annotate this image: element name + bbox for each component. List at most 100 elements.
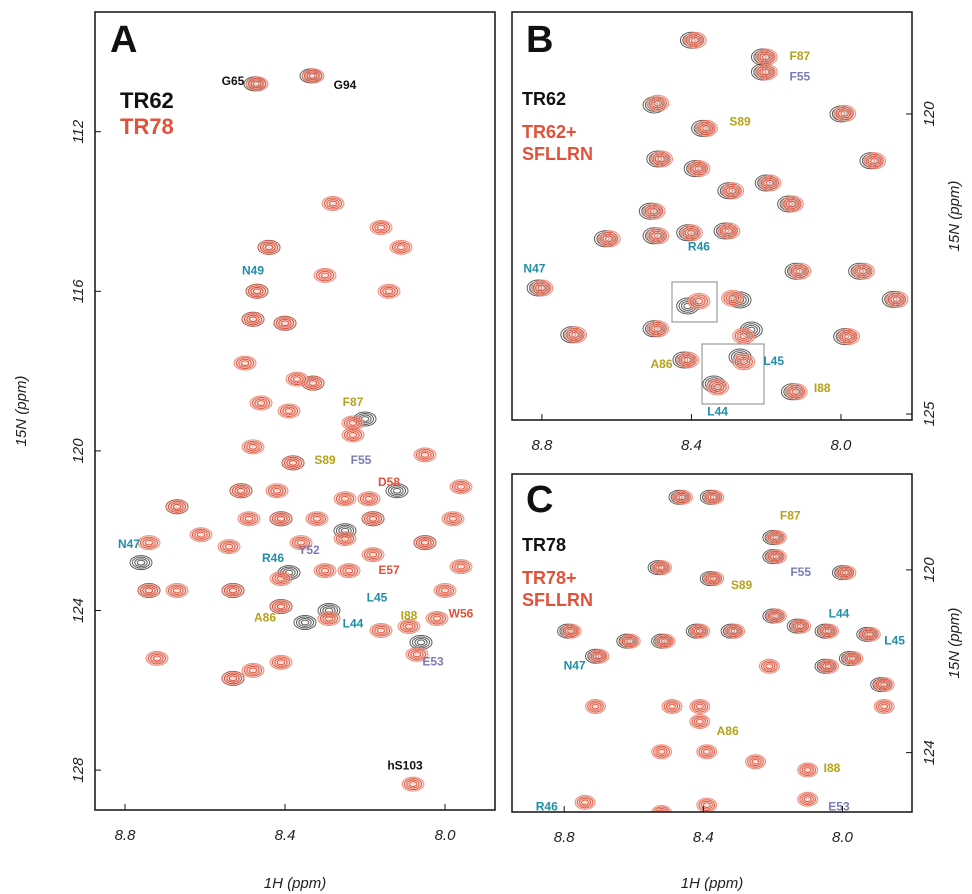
contour: [276, 575, 286, 582]
contour: [791, 388, 801, 396]
contour: [865, 154, 884, 168]
peak-label: F55: [790, 70, 811, 84]
contour: [369, 622, 393, 638]
contour: [243, 664, 263, 677]
peak: [217, 539, 241, 555]
contour: [687, 292, 711, 310]
contour: [702, 748, 711, 755]
contour: [259, 241, 279, 254]
contour: [801, 765, 814, 775]
contour: [420, 539, 430, 546]
contour: [363, 512, 383, 525]
contour: [294, 538, 308, 548]
contour: [248, 667, 258, 674]
contour: [361, 511, 385, 527]
contour: [707, 492, 720, 502]
contour: [274, 657, 288, 667]
peak-label: S89: [314, 453, 336, 467]
peak: [683, 31, 707, 49]
contour: [668, 703, 676, 710]
contour: [758, 174, 782, 192]
peak: [646, 94, 670, 112]
peak: [788, 262, 812, 280]
contour: [793, 266, 807, 277]
contour: [343, 428, 363, 441]
contour: [273, 315, 297, 331]
plot-area: [557, 489, 895, 812]
contour: [648, 322, 667, 336]
panel-label: B: [526, 19, 553, 61]
contour: [312, 515, 322, 522]
peak: [687, 160, 711, 178]
peak: [661, 698, 683, 714]
contour: [689, 698, 711, 714]
contour: [833, 104, 857, 122]
peak: [689, 698, 711, 714]
legend-entry: TR62: [120, 88, 174, 113]
contour: [390, 486, 404, 496]
contour: [693, 626, 706, 636]
contour: [307, 512, 327, 525]
contour: [271, 572, 291, 585]
contour: [366, 550, 380, 560]
contour: [242, 514, 256, 524]
contour: [681, 355, 695, 365]
y-tick-label: 120: [921, 557, 938, 583]
y-tick-label: 116: [70, 279, 87, 304]
peak: [721, 289, 745, 307]
x-axis-label: 1H (ppm): [264, 875, 327, 892]
contour: [648, 229, 667, 243]
x-tick-label: 8.0: [831, 437, 853, 454]
contour: [839, 568, 853, 578]
peak: [842, 651, 864, 667]
contour: [376, 224, 386, 231]
peak: [780, 195, 804, 213]
contour: [279, 405, 299, 417]
contour: [699, 123, 714, 134]
contour: [308, 72, 318, 79]
contour: [650, 150, 674, 168]
contour: [820, 660, 837, 673]
peak: [413, 535, 437, 551]
contour: [837, 566, 855, 579]
contour: [709, 494, 718, 501]
peak: [696, 744, 718, 760]
contour: [765, 529, 787, 545]
contour: [271, 656, 291, 669]
contour: [726, 625, 743, 638]
contour: [657, 155, 666, 163]
peak: [818, 623, 840, 639]
y-axis-label: 15N (ppm): [946, 181, 963, 252]
contour: [399, 620, 419, 633]
contour: [441, 511, 465, 527]
contour: [152, 655, 162, 662]
contour: [318, 270, 332, 280]
contour: [239, 512, 259, 525]
contour: [694, 165, 704, 172]
contour: [454, 482, 468, 492]
contour: [376, 627, 386, 634]
contour: [257, 239, 281, 255]
contour: [768, 550, 785, 563]
peak: [313, 563, 337, 579]
peak-label: L44: [829, 606, 850, 620]
contour: [348, 420, 358, 426]
peak: [305, 511, 329, 527]
contour: [448, 515, 458, 522]
contour: [694, 119, 718, 137]
panel-label: C: [526, 479, 553, 521]
contour: [770, 552, 783, 562]
legend-line: TR62+: [522, 122, 577, 142]
peak: [241, 662, 265, 678]
contour: [298, 618, 312, 627]
contour: [248, 316, 258, 323]
contour: [456, 483, 466, 490]
peak: [293, 614, 317, 630]
contour: [280, 320, 290, 327]
peak: [245, 76, 269, 92]
contour: [420, 452, 430, 458]
contour: [880, 681, 889, 688]
contour: [150, 653, 164, 663]
contour: [449, 479, 473, 495]
